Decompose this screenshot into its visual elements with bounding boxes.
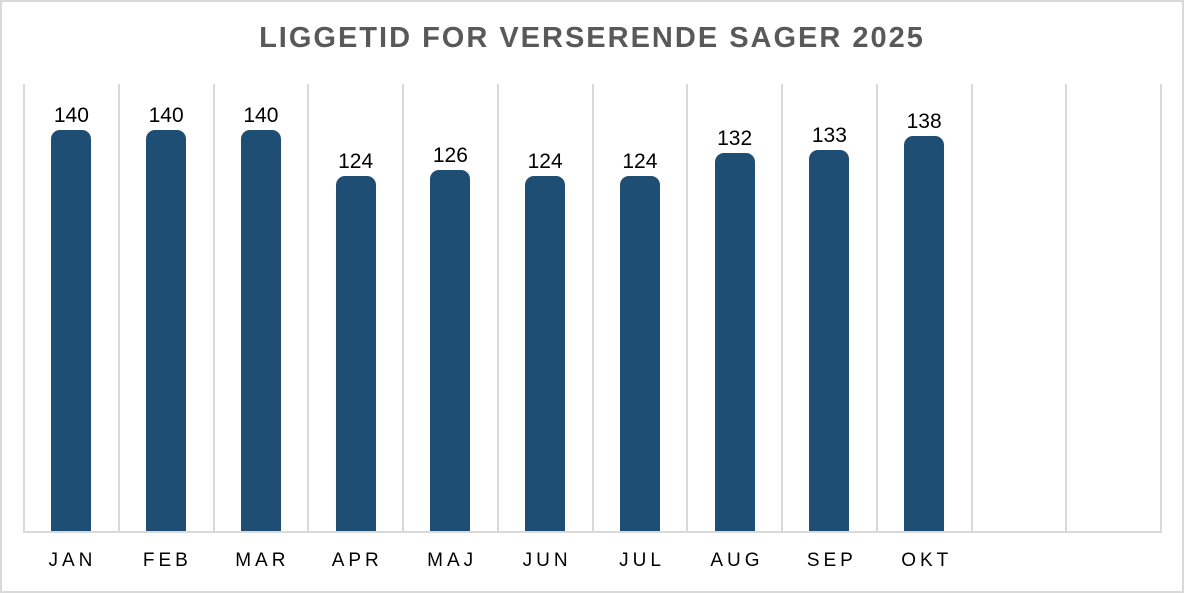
bar-value-label: 140 (148, 104, 184, 127)
bar (146, 130, 187, 531)
x-axis-label: JUL (619, 550, 665, 571)
x-axis: JAN FEB MAR APR MAJ JUN JUL AUG SEP OKT (23, 550, 1162, 572)
x-axis-label: MAR (235, 550, 290, 571)
bar (51, 130, 92, 531)
x-axis-label-empty (972, 550, 1067, 572)
bar (809, 150, 850, 531)
x-axis-label: OKT (901, 550, 953, 571)
plot-column (1067, 84, 1162, 531)
bar-value-label: 126 (432, 144, 468, 167)
bar (904, 136, 945, 531)
plot-column: 124 (594, 84, 689, 531)
plot-column: 140 (25, 84, 120, 531)
plot-column: 138 (878, 84, 973, 531)
plot-column: 124 (309, 84, 404, 531)
x-axis-label: APR (331, 550, 383, 571)
bar-value-label: 124 (622, 150, 658, 173)
bar-value-label: 132 (717, 127, 753, 150)
plot-column: 126 (404, 84, 499, 531)
chart-title: LIGGETID FOR VERSERENDE SAGER 2025 (259, 22, 925, 54)
x-axis-label: MAJ (427, 550, 478, 571)
bar (714, 153, 755, 531)
plot-column (973, 84, 1068, 531)
bar-value-label: 133 (811, 124, 847, 147)
bar (619, 176, 660, 531)
x-axis-label: FEB (142, 550, 192, 571)
bar (335, 176, 376, 531)
plot-column: 124 (499, 84, 594, 531)
x-axis-label: JUN (522, 550, 572, 571)
bar-value-label: 140 (53, 104, 89, 127)
plot-column: 140 (215, 84, 310, 531)
x-axis-label: JAN (48, 550, 97, 571)
x-axis-label: SEP (806, 550, 857, 571)
x-axis-label: AUG (710, 550, 764, 571)
bar (430, 170, 471, 531)
bar (525, 176, 566, 531)
plot-column: 133 (783, 84, 878, 531)
plot-column: 132 (688, 84, 783, 531)
bar-value-label: 124 (527, 150, 563, 173)
plot-area: 140 140 140 124 126 124 124 132 133 138 (23, 84, 1162, 533)
bar-value-label: 124 (338, 150, 374, 173)
plot-column: 140 (120, 84, 215, 531)
x-axis-label-empty (1067, 550, 1162, 572)
bar-value-label: 140 (243, 104, 279, 127)
bar (240, 130, 281, 531)
bar-value-label: 138 (906, 110, 942, 133)
